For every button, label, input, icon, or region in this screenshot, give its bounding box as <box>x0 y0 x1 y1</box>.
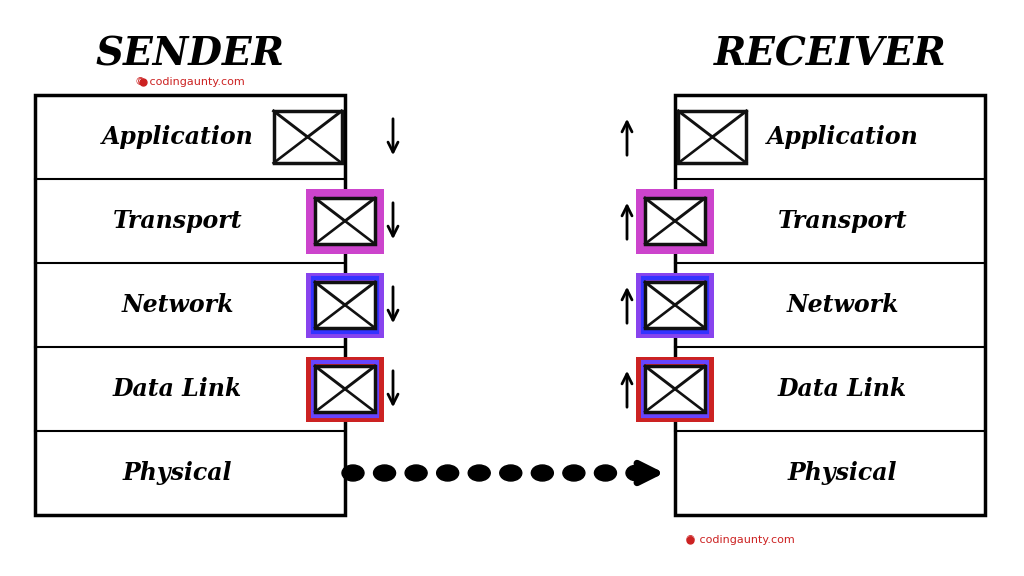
Bar <box>678 111 746 163</box>
Ellipse shape <box>500 465 522 481</box>
Bar <box>273 111 342 163</box>
Text: Transport: Transport <box>113 209 243 233</box>
Ellipse shape <box>406 465 427 481</box>
Bar <box>306 272 384 338</box>
Text: Physical: Physical <box>123 461 232 485</box>
Ellipse shape <box>626 465 648 481</box>
Text: RECEIVER: RECEIVER <box>714 36 946 74</box>
Bar <box>306 188 384 253</box>
Text: Physical: Physical <box>787 461 897 485</box>
Ellipse shape <box>374 465 395 481</box>
Bar <box>645 366 705 412</box>
Bar <box>636 357 714 422</box>
Ellipse shape <box>436 465 459 481</box>
Ellipse shape <box>468 465 490 481</box>
Text: © codingaunty.com: © codingaunty.com <box>685 535 795 545</box>
Bar <box>675 95 985 515</box>
Bar <box>315 282 375 328</box>
Text: Network: Network <box>122 293 233 317</box>
Bar <box>315 366 375 412</box>
Bar <box>636 272 714 338</box>
Ellipse shape <box>531 465 553 481</box>
Text: Application: Application <box>767 125 919 149</box>
Bar <box>636 188 714 253</box>
Bar <box>645 198 705 244</box>
Bar <box>643 362 707 416</box>
Text: © codingaunty.com: © codingaunty.com <box>135 77 245 87</box>
Text: Data Link: Data Link <box>113 377 243 401</box>
Bar <box>35 95 345 515</box>
Bar <box>315 198 375 244</box>
Bar <box>313 278 377 332</box>
Ellipse shape <box>595 465 616 481</box>
Bar <box>306 357 384 422</box>
Bar <box>643 278 707 332</box>
Text: Application: Application <box>101 125 254 149</box>
Text: Transport: Transport <box>777 209 907 233</box>
Ellipse shape <box>563 465 585 481</box>
Text: SENDER: SENDER <box>95 36 285 74</box>
Text: Network: Network <box>786 293 899 317</box>
Bar <box>645 282 705 328</box>
Ellipse shape <box>342 465 364 481</box>
Bar <box>313 362 377 416</box>
Text: Data Link: Data Link <box>778 377 907 401</box>
